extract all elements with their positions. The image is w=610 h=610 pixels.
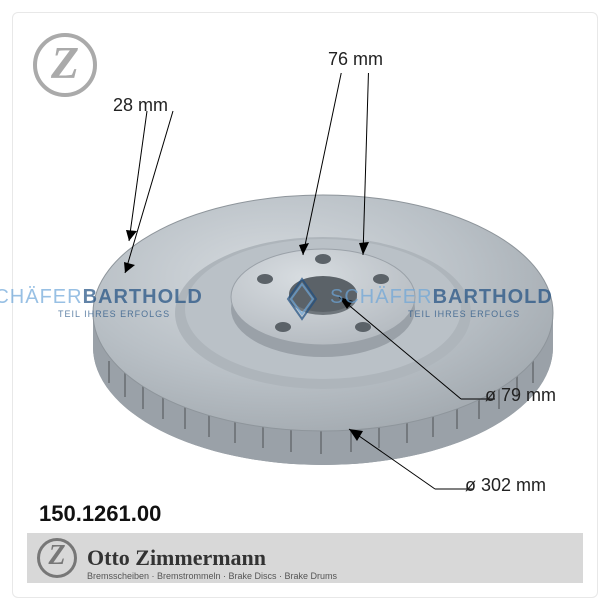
zimmermann-logo-bar: Z xyxy=(37,538,77,578)
dim-outer-diameter: ø 302 mm xyxy=(465,475,546,496)
brake-disc-illustration xyxy=(63,73,563,533)
brand-name: Otto Zimmermann xyxy=(87,545,266,571)
logo-letter-small: Z xyxy=(48,542,65,570)
part-number: 150.1261.00 xyxy=(39,501,161,527)
dim-thickness: 28 mm xyxy=(113,95,168,116)
brand-bar: Z Otto Zimmermann Bremsscheiben · Bremst… xyxy=(27,533,583,583)
dim-center-bore: ø 79 mm xyxy=(485,385,556,406)
image-frame: Z xyxy=(12,12,598,598)
dim-bolt-circle: 76 mm xyxy=(328,49,383,70)
brand-subtitle: Bremsscheiben · Bremstrommeln · Brake Di… xyxy=(87,571,337,581)
